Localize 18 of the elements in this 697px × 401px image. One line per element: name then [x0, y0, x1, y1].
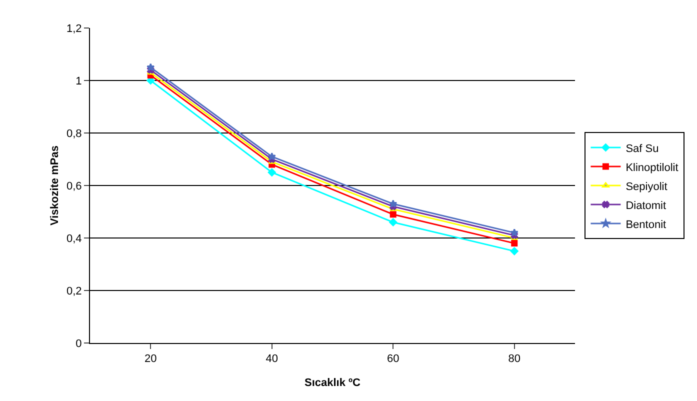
y-tick-label: 0,4: [66, 232, 82, 245]
x-tick-label: 80: [508, 353, 521, 366]
y-tick-label: 0,2: [66, 285, 82, 298]
legend-label: Saf Su: [626, 142, 659, 155]
y-tick-label: 0,8: [66, 128, 82, 140]
legend-label: Klinoptilolit: [626, 162, 678, 174]
x-tick-label: 20: [144, 353, 157, 366]
y-axis-title: Viskozite mPas: [49, 146, 61, 226]
x-tick-label: 60: [387, 353, 400, 366]
y-tick-label: 0: [76, 338, 82, 350]
legend-label: Diatomit: [626, 200, 666, 212]
legend-label: Sepiyolit: [626, 180, 668, 193]
legend-label: Bentonit: [626, 218, 666, 231]
y-tick-label: 1: [76, 75, 82, 88]
y-tick-label: 0,6: [66, 180, 82, 192]
y-tick-label: 1,2: [66, 22, 82, 35]
x-axis-title: Sıcaklık ºC: [304, 377, 361, 389]
x-tick-label: 40: [266, 353, 278, 366]
